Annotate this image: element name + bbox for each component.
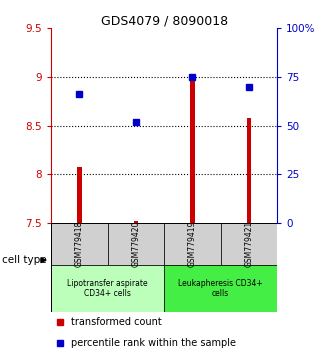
Text: GSM779419: GSM779419 [188, 221, 197, 267]
Bar [190, 77, 195, 223]
Bar [134, 221, 138, 223]
Bar [108, 223, 164, 266]
Bar [51, 266, 164, 312]
Bar [164, 223, 221, 266]
Bar [77, 167, 82, 223]
Text: percentile rank within the sample: percentile rank within the sample [72, 338, 237, 348]
Bar [247, 118, 251, 223]
Text: Lipotransfer aspirate
CD34+ cells: Lipotransfer aspirate CD34+ cells [67, 279, 148, 298]
Bar [164, 266, 277, 312]
Text: GSM779421: GSM779421 [245, 221, 253, 267]
Text: GSM779420: GSM779420 [131, 221, 141, 267]
Title: GDS4079 / 8090018: GDS4079 / 8090018 [101, 14, 228, 27]
Bar [51, 223, 108, 266]
Text: Leukapheresis CD34+
cells: Leukapheresis CD34+ cells [178, 279, 263, 298]
Bar [221, 223, 277, 266]
Text: GSM779418: GSM779418 [75, 221, 84, 267]
Text: cell type: cell type [2, 255, 46, 265]
Text: transformed count: transformed count [72, 318, 162, 327]
